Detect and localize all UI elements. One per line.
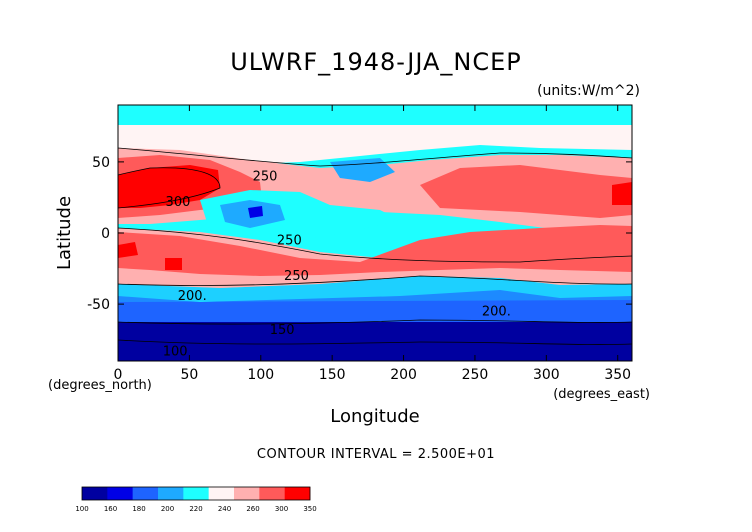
- x-axis-title: Longitude: [330, 406, 420, 427]
- band-south-lightblue: [118, 276, 632, 302]
- x-tick-label: 200: [390, 367, 417, 383]
- colorbar: 100 160 180 200 220 240 260 300 350: [75, 486, 317, 513]
- contour-line: [118, 147, 632, 167]
- contour-label: 200.: [482, 304, 511, 319]
- y-tick-label: 0: [101, 226, 110, 242]
- colorbar-swatch: [158, 487, 184, 500]
- contour-interval: CONTOUR INTERVAL = 2.500E+01: [257, 447, 495, 462]
- contour-label: 150: [270, 323, 295, 338]
- colorbar-tick-label: 240: [218, 505, 231, 513]
- colorbar-tick-label: 200: [161, 505, 174, 513]
- region-sh-darkred2: [118, 242, 138, 258]
- colorbar-frame: [81, 486, 311, 501]
- region-nh-darkred: [118, 165, 220, 208]
- x-tick-label: 300: [533, 367, 560, 383]
- colorbar-tick-label: 160: [104, 505, 117, 513]
- x-unit-note: (degrees_east): [553, 387, 650, 402]
- colorbar-swatch: [82, 487, 108, 500]
- region-tropical-deepblue: [248, 206, 263, 218]
- contour-line: [118, 227, 632, 263]
- y-unit-note: (degrees_north): [48, 378, 152, 393]
- y-tick-label: -50: [87, 297, 110, 313]
- colorbar-tick-label: 260: [246, 505, 259, 513]
- colorbar-tick-label: 300: [275, 505, 288, 513]
- colorbar-tick-label: 220: [189, 505, 202, 513]
- contour-label: 300: [166, 195, 191, 210]
- colorbar-swatch: [234, 487, 260, 500]
- colorbar-swatch: [259, 487, 285, 500]
- region-nh-red-east: [420, 165, 632, 218]
- colorbar-tick-label: 350: [303, 505, 316, 513]
- contour-label: 250: [284, 269, 309, 284]
- colorbar-swatch: [183, 487, 209, 500]
- colorbar-swatch: [284, 487, 311, 500]
- region-sh-darkred: [165, 258, 182, 270]
- y-axis-title: Latitude: [54, 196, 75, 270]
- contour-line: [118, 319, 632, 325]
- region-nh-darkred-east: [612, 182, 632, 205]
- x-tick-label: 0: [114, 367, 123, 383]
- region-north-cyan-patch: [330, 158, 395, 182]
- y-tick-label: 50: [92, 155, 110, 171]
- contour-line: [118, 167, 221, 209]
- x-tick-label: 350: [604, 367, 631, 383]
- x-tick-label: 50: [180, 367, 198, 383]
- contour-label: 250: [253, 169, 278, 184]
- contour-label: 200.: [178, 289, 207, 304]
- colorbar-tick-label: 100: [75, 505, 88, 513]
- contour-label: 100: [163, 344, 188, 359]
- band-north-pink: [118, 125, 632, 164]
- contour-line: [118, 339, 632, 345]
- colorbar-swatch: [132, 487, 159, 500]
- x-tick-label: 150: [319, 367, 346, 383]
- x-tick-label: 250: [462, 367, 489, 383]
- units-label: (units:W/m^2): [537, 83, 640, 99]
- colorbar-tick-label: 180: [132, 505, 145, 513]
- colorbar-swatch: [107, 487, 133, 500]
- band-sh-red: [118, 225, 632, 276]
- band-south-deep: [118, 320, 632, 361]
- contour-line: [118, 275, 632, 286]
- chart-title: ULWRF_1948-JJA_NCEP: [230, 48, 522, 76]
- plot-area: 250 300 250 250 200. 200. 150 100: [118, 105, 632, 361]
- x-tick-label: 100: [247, 367, 274, 383]
- contour-label: 250: [277, 233, 302, 248]
- colorbar-swatch: [208, 487, 235, 500]
